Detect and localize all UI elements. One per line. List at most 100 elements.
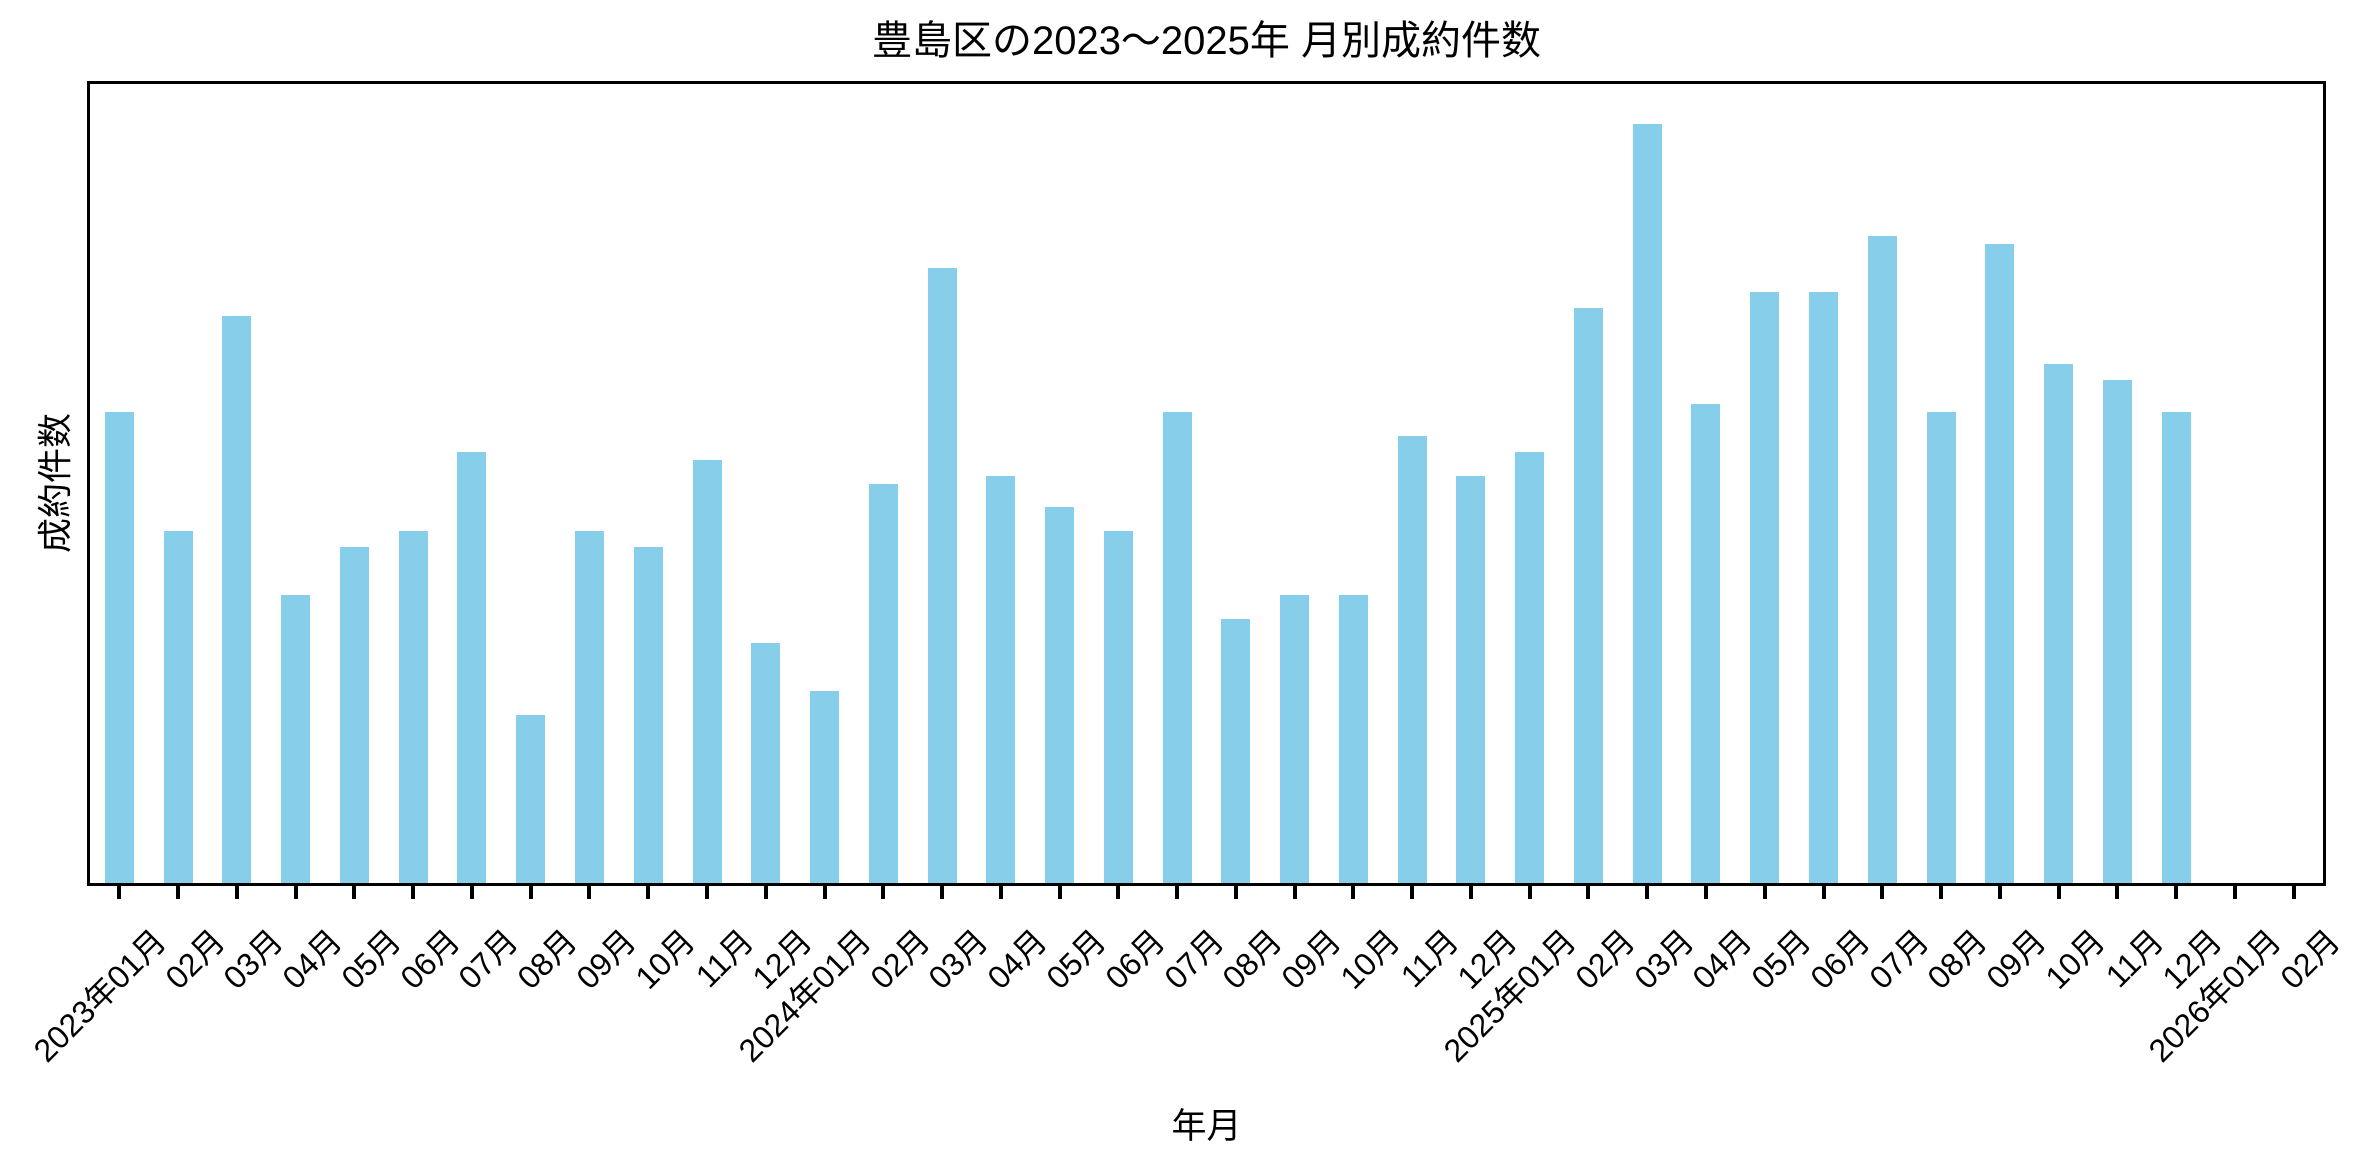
- x-tick: [1703, 886, 1708, 899]
- x-tick: [822, 886, 827, 899]
- x-tick-label: 08月: [1920, 922, 1995, 996]
- x-tick: [1351, 886, 1356, 899]
- x-tick: [411, 886, 416, 899]
- bar: [1632, 123, 1662, 883]
- x-tick: [1997, 886, 2002, 899]
- x-tick-label: 07月: [451, 922, 525, 996]
- x-tick: [881, 886, 886, 899]
- x-tick: [1527, 886, 1532, 899]
- x-tick-label: 09月: [1274, 922, 1348, 996]
- x-tick: [293, 886, 298, 899]
- x-tick-label: 10月: [1333, 922, 1407, 996]
- x-tick-label: 07月: [1862, 922, 1936, 996]
- bar: [1691, 403, 1721, 883]
- x-tick: [1116, 886, 1121, 899]
- x-tick-label: 06月: [392, 922, 467, 996]
- x-tick: [1057, 886, 1062, 899]
- x-tick: [1586, 886, 1591, 899]
- bar: [1985, 243, 2015, 883]
- bar: [1926, 411, 1956, 883]
- x-tick-label: 03月: [1626, 922, 1701, 996]
- bar: [692, 459, 722, 883]
- x-tick-label: 10月: [628, 922, 702, 996]
- x-tick: [2056, 886, 2061, 899]
- bar: [2102, 379, 2132, 883]
- x-tick: [1645, 886, 1650, 899]
- x-tick-label: 08月: [1215, 922, 1289, 996]
- bar: [1103, 531, 1133, 883]
- x-tick: [1821, 886, 1826, 899]
- x-axis-label: 年月: [1171, 1107, 1242, 1146]
- bar: [1867, 235, 1897, 883]
- bar: [986, 475, 1016, 883]
- x-tick-label: 11月: [2098, 922, 2171, 995]
- x-tick-label: 02月: [2273, 922, 2347, 996]
- bar: [1397, 435, 1427, 883]
- bar: [1280, 595, 1310, 883]
- x-tick: [587, 886, 592, 899]
- x-tick-label: 2023年01月: [26, 922, 173, 1069]
- x-tick: [117, 886, 122, 899]
- x-tick: [1410, 886, 1415, 899]
- x-tick-label: 04月: [275, 922, 349, 996]
- x-tick: [2291, 886, 2296, 899]
- chart-title: 豊島区の2023〜2025年 月別成約件数: [871, 19, 1542, 63]
- bar: [751, 643, 781, 883]
- x-tick-label: 05月: [1744, 922, 1818, 996]
- x-tick: [234, 886, 239, 899]
- x-tick-label: 10月: [2038, 922, 2112, 996]
- bar: [810, 691, 840, 883]
- bar: [339, 547, 369, 883]
- x-tick: [1762, 886, 1767, 899]
- bar: [222, 315, 252, 883]
- bar: [1162, 411, 1192, 883]
- bar: [104, 411, 134, 883]
- x-tick-label: 03月: [921, 922, 996, 996]
- x-tick: [1468, 886, 1473, 899]
- x-tick-label: 11月: [1393, 922, 1466, 995]
- x-tick: [176, 886, 181, 899]
- bar: [633, 547, 663, 883]
- x-tick-label: 08月: [510, 922, 584, 996]
- x-tick-label: 11月: [688, 922, 761, 995]
- bar: [163, 531, 193, 883]
- x-tick: [2115, 886, 2120, 899]
- x-tick: [1292, 886, 1297, 899]
- x-tick: [940, 886, 945, 899]
- x-tick: [352, 886, 357, 899]
- x-tick: [1939, 886, 1944, 899]
- bar: [398, 531, 428, 883]
- bar: [1221, 619, 1251, 883]
- x-tick: [1233, 886, 1238, 899]
- bar: [1045, 507, 1075, 883]
- x-tick-label: 02月: [863, 922, 937, 996]
- bar: [516, 715, 546, 883]
- x-tick-label: 02月: [1568, 922, 1642, 996]
- x-tick-label: 09月: [569, 922, 643, 996]
- x-tick: [705, 886, 709, 899]
- x-tick-label: 02月: [157, 922, 232, 996]
- bar: [868, 483, 898, 883]
- bar: [1515, 451, 1545, 883]
- x-tick: [528, 886, 533, 899]
- x-tick: [1880, 886, 1885, 899]
- x-tick: [763, 886, 768, 899]
- bar: [457, 451, 487, 883]
- bar: [574, 531, 604, 883]
- bar: [2044, 363, 2074, 883]
- x-tick-label: 05月: [1039, 922, 1113, 996]
- x-tick: [1175, 886, 1180, 899]
- y-axis-label: 成約件数: [36, 412, 76, 554]
- x-tick-label: 03月: [216, 922, 290, 996]
- bar: [927, 267, 957, 883]
- bar: [1750, 291, 1780, 883]
- plot-area: 2023年01月 02月 03月 04月 05月 06月 07月 08月 09月 10月 11月 12…: [26, 81, 2347, 1069]
- x-tick: [469, 886, 474, 899]
- x-tick: [2174, 886, 2179, 899]
- x-tick-label: 07月: [1156, 922, 1231, 996]
- bar: [2161, 411, 2191, 883]
- x-tick-label: 06月: [1803, 922, 1877, 996]
- bar: [1338, 595, 1368, 883]
- x-tick: [998, 886, 1003, 899]
- bar: [1809, 291, 1838, 883]
